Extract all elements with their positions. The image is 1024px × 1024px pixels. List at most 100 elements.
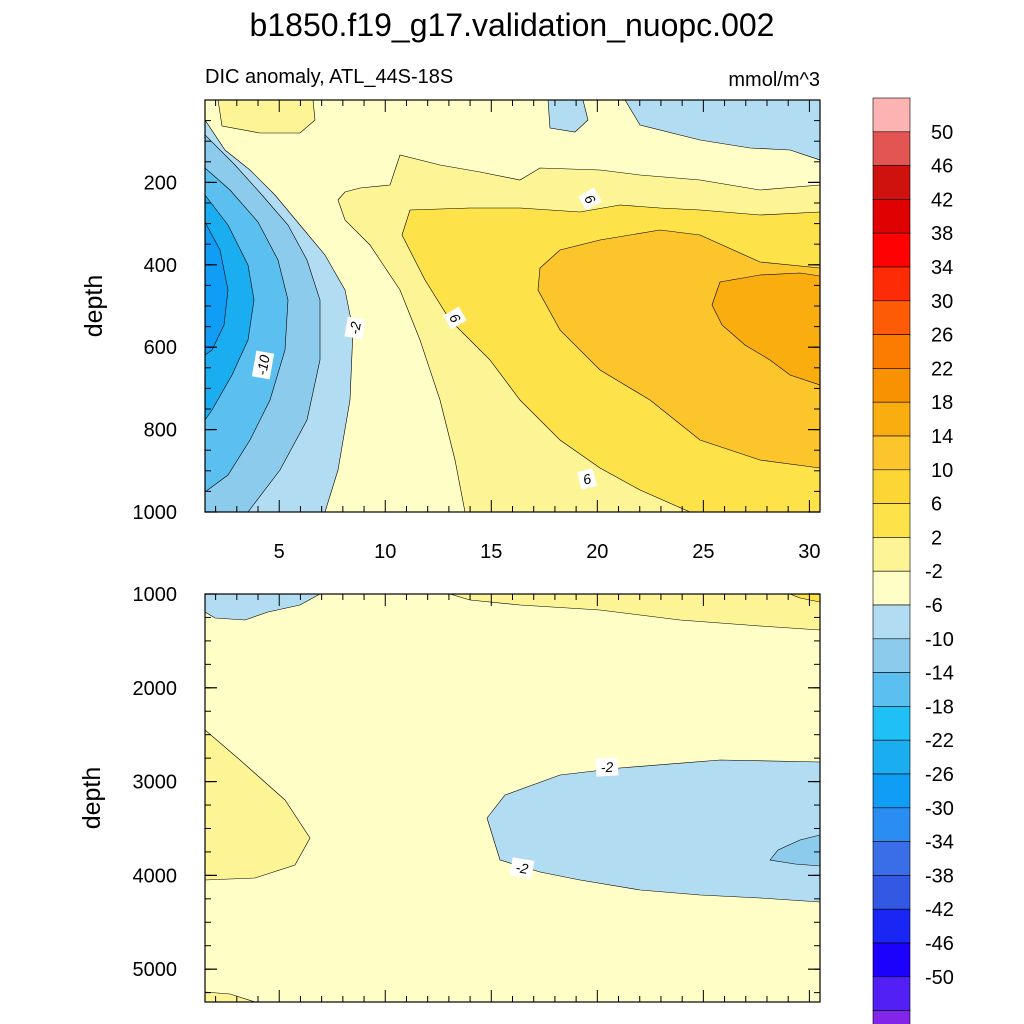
colorbar-swatch (872, 908, 911, 944)
lower-contour-fills (205, 594, 820, 1002)
lower-fill-deep-negative-10 (769, 834, 820, 867)
upper-contour-fills (205, 100, 820, 512)
y-tick-label: 1000 (133, 502, 178, 524)
colorbar-swatch (872, 401, 911, 437)
colorbar-label: -2 (925, 561, 943, 583)
colorbar-label: 30 (931, 291, 953, 313)
colorbar-label: 42 (931, 189, 953, 211)
colorbar-swatch (872, 942, 911, 978)
colorbar-label: -42 (925, 899, 954, 921)
colorbar-swatch (872, 435, 911, 471)
lower-y-axis: 1000 2000 3000 4000 5000 (133, 584, 820, 994)
colorbar-swatch (872, 469, 911, 504)
lower-fill-top-negative (205, 594, 321, 621)
lower-panel: -2 -2 1000 2000 3000 4000 5000 depth (78, 584, 821, 1003)
upper-y-axis: 200 400 600 800 1000 (133, 99, 820, 524)
lower-contour-labels: -2 -2 (509, 757, 619, 879)
colorbar-label: -18 (925, 696, 954, 718)
lower-y-axis-label: depth (78, 767, 106, 830)
y-tick-label: 600 (144, 337, 177, 359)
colorbar-label: 18 (931, 392, 953, 414)
y-tick-label: 400 (144, 255, 177, 277)
colorbar-swatch (872, 739, 911, 775)
colorbar-swatch (872, 503, 911, 538)
colorbar-boxes (872, 97, 911, 1024)
colorbar: 50 46 42 38 34 30 26 22 18 14 10 6 2 -2 -6 -10 -14 -18 -22… (872, 97, 954, 1024)
upper-fill-negative-22 (205, 221, 229, 356)
colorbar-swatch (872, 300, 911, 335)
colorbar-swatch (872, 199, 911, 234)
colorbar-label: 14 (931, 426, 953, 448)
x-tick-label: 20 (586, 541, 608, 563)
colorbar-label: -26 (925, 764, 954, 786)
lower-fill-top-positive-6 (789, 594, 820, 603)
x-tick-label: 5 (274, 541, 285, 563)
colorbar-swatch (872, 537, 911, 572)
colorbar-label: -46 (925, 933, 954, 955)
lower-fill-bottom-positive (205, 991, 256, 1002)
y-tick-label: 200 (144, 172, 177, 194)
colorbar-label: -38 (925, 865, 954, 887)
x-tick-label: 15 (480, 541, 502, 563)
colorbar-swatch (872, 368, 911, 403)
colorbar-swatch (872, 807, 911, 842)
colorbar-label: -50 (925, 967, 954, 989)
lower-fill-west-positive (205, 729, 311, 881)
colorbar-labels: 50 46 42 38 34 30 26 22 18 14 10 6 2 -2 -6 -10 -14 -18 -22… (925, 122, 954, 989)
y-tick-label: 2000 (133, 678, 178, 700)
colorbar-swatch (872, 97, 911, 133)
subtitle-right: mmol/m^3 (728, 69, 820, 91)
y-tick-label: 3000 (133, 772, 178, 794)
colorbar-label: 26 (931, 325, 953, 347)
x-tick-label: 10 (374, 541, 396, 563)
x-tick-label: 25 (692, 541, 714, 563)
colorbar-label: 22 (931, 358, 953, 380)
colorbar-swatch (872, 604, 911, 640)
colorbar-swatch (872, 131, 911, 166)
colorbar-swatch (872, 875, 911, 910)
colorbar-swatch (872, 638, 911, 673)
y-tick-label: 4000 (133, 865, 178, 887)
upper-x-axis: 5 10 15 20 25 30 (215, 100, 821, 563)
colorbar-label: 6 (931, 494, 942, 516)
colorbar-label: 38 (931, 223, 953, 245)
colorbar-swatch (872, 841, 911, 876)
colorbar-label: -14 (925, 663, 954, 685)
x-tick-label: 30 (798, 541, 820, 563)
colorbar-swatch (872, 706, 911, 741)
colorbar-swatch (872, 165, 911, 200)
colorbar-label: 10 (931, 460, 953, 482)
colorbar-swatch (872, 1010, 911, 1024)
colorbar-swatch (872, 672, 911, 707)
colorbar-label: -34 (925, 832, 954, 854)
colorbar-label: 34 (931, 257, 953, 279)
figure-title: b1850.f19_g17.validation_nuopc.002 (250, 7, 775, 43)
upper-contour-label: -2 (346, 320, 364, 335)
y-tick-label: 800 (144, 420, 177, 442)
upper-panel: -10 -2 6 6 6 5 10 15 20 25 30 200 400 600 800 100… (80, 99, 821, 563)
y-tick-label: 5000 (133, 959, 178, 981)
upper-fill-positive-14 (711, 272, 820, 386)
upper-fill-top-positive-patch (217, 100, 316, 134)
colorbar-swatch (872, 570, 911, 606)
colorbar-label: -30 (925, 798, 954, 820)
colorbar-label: 50 (931, 122, 953, 144)
upper-contour-label: 6 (581, 470, 593, 488)
colorbar-label: 2 (931, 527, 942, 549)
lower-x-axis (215, 594, 810, 1002)
colorbar-swatch (872, 232, 911, 268)
colorbar-swatch (872, 773, 911, 809)
y-tick-label: 1000 (133, 584, 178, 606)
lower-fill-top-positive (449, 594, 820, 631)
colorbar-swatch (872, 266, 911, 302)
lower-contour-label: -2 (514, 859, 529, 877)
upper-contour-labels: -10 -2 6 6 6 (251, 187, 602, 490)
colorbar-label: 46 (931, 156, 953, 178)
subtitle-left: DIC anomaly, ATL_44S-18S (205, 66, 453, 88)
upper-y-axis-label: depth (80, 275, 108, 338)
lower-contour-label: -2 (600, 759, 613, 776)
colorbar-swatch (872, 334, 911, 369)
upper-contour-label: -10 (253, 353, 272, 376)
upper-fill-top-small-negative (547, 100, 589, 133)
